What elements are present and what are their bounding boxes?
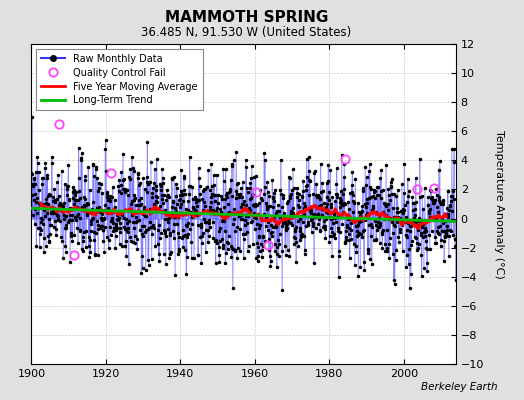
Text: 36.485 N, 91.530 W (United States): 36.485 N, 91.530 W (United States) [141,26,352,39]
Text: MAMMOTH SPRING: MAMMOTH SPRING [165,10,328,25]
Legend: Raw Monthly Data, Quality Control Fail, Five Year Moving Average, Long-Term Tren: Raw Monthly Data, Quality Control Fail, … [36,49,203,110]
Y-axis label: Temperature Anomaly (°C): Temperature Anomaly (°C) [494,130,504,278]
Text: Berkeley Earth: Berkeley Earth [421,382,498,392]
